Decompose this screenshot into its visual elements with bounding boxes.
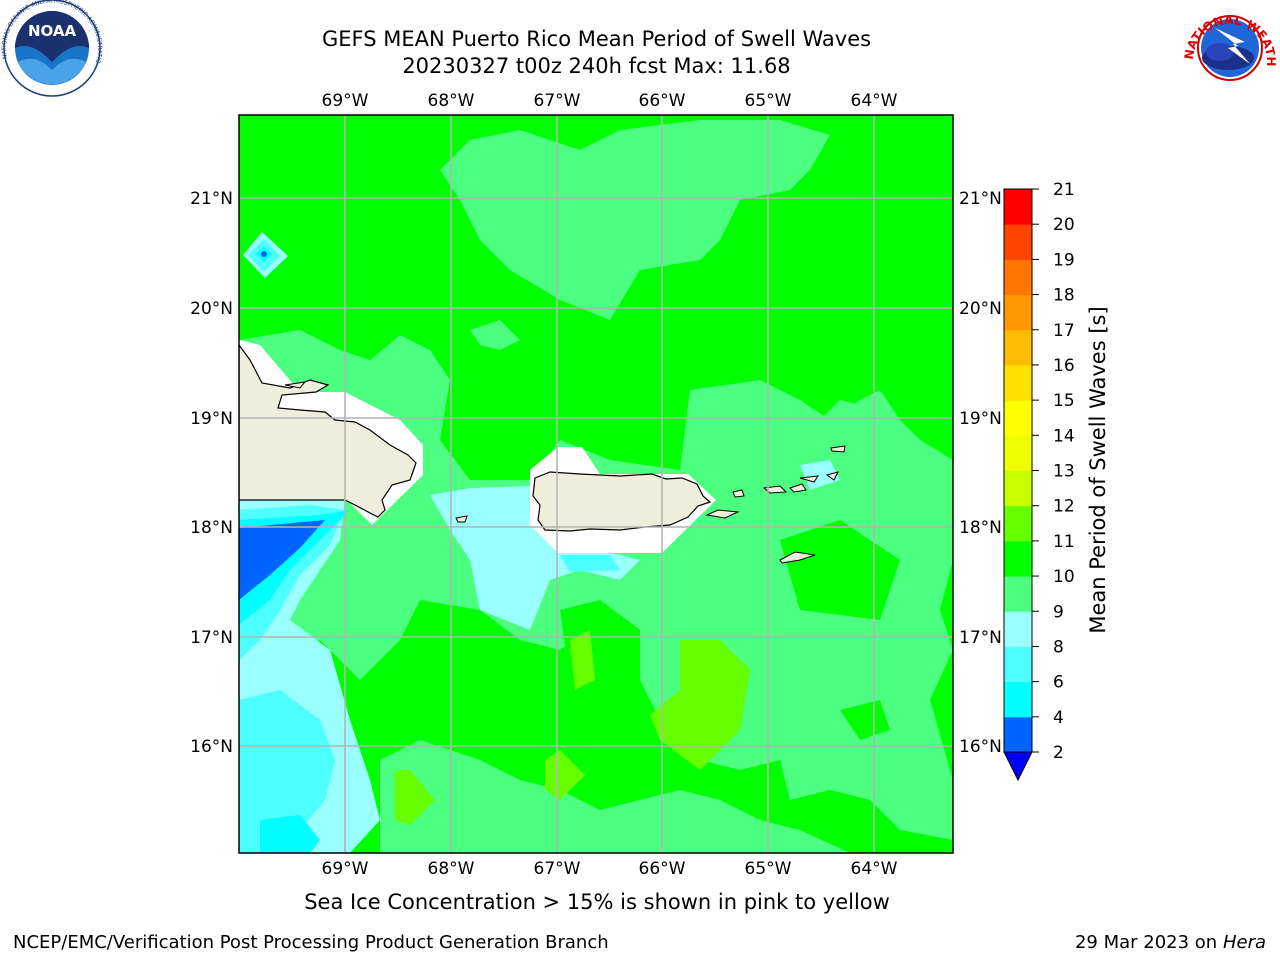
- colorbar-label: Mean Period of Swell Waves [s]: [1086, 306, 1110, 634]
- lon-label: 67°W: [534, 91, 581, 111]
- colorbar-swatch: [1004, 294, 1032, 331]
- colorbar-tick-label: 9: [1053, 602, 1064, 622]
- colorbar-tick-label: 6: [1053, 673, 1064, 693]
- lat-labels-right: 21°N 20°N 19°N 18°N 17°N 16°N: [959, 189, 1002, 757]
- colorbar-tick-label: 21: [1053, 180, 1075, 200]
- lon-labels-bottom: 69°W 68°W 67°W 66°W 65°W 64°W: [322, 859, 898, 879]
- colorbar-tick-label: 11: [1053, 532, 1075, 552]
- lon-label: 66°W: [639, 91, 686, 111]
- lon-label: 65°W: [745, 91, 792, 111]
- chart-title: GEFS MEAN Puerto Rico Mean Period of Swe…: [321, 27, 872, 51]
- colorbar-tick-label: 17: [1053, 321, 1075, 341]
- swell-period-field: [239, 115, 953, 853]
- lat-label: 18°N: [190, 518, 233, 538]
- lon-label: 66°W: [639, 859, 686, 879]
- colorbar-swatch: [1004, 611, 1032, 647]
- lon-label: 65°W: [745, 859, 792, 879]
- lon-label: 64°W: [851, 91, 898, 111]
- colorbar-swatch: [1004, 400, 1032, 436]
- colorbar-swatch: [1004, 189, 1032, 225]
- lat-label: 19°N: [959, 409, 1002, 429]
- noaa-logo-icon: NOAA NATIONAL OCEANIC AND ATMOSPHERIC AD…: [0, 0, 103, 97]
- chart-subtitle: 20230327 t00z 240h fcst Max: 11.68: [402, 54, 791, 78]
- colorbar-swatch: [1004, 540, 1032, 577]
- nws-logo-text: NATIONAL WEATHER SERVICE: [0, 0, 1278, 67]
- colorbar-under-extension: [1003, 751, 1033, 782]
- footer-date: 29 Mar 2023 on Hera: [1075, 932, 1266, 953]
- colorbar-swatch: [1004, 259, 1032, 296]
- lon-label: 69°W: [322, 859, 369, 879]
- colorbar-swatch: [1004, 681, 1032, 718]
- colorbar-swatch: [1004, 329, 1032, 366]
- lat-label: 17°N: [190, 628, 233, 648]
- colorbar-swatch: [1004, 470, 1032, 507]
- colorbar-swatch: [1004, 646, 1032, 683]
- colorbar-swatch: [1004, 505, 1032, 542]
- colorbar-swatch: [1004, 435, 1032, 471]
- footer-credit: NCEP/EMC/Verification Post Processing Pr…: [13, 932, 609, 953]
- lat-label: 19°N: [190, 409, 233, 429]
- colorbar-tick-label: 18: [1053, 286, 1075, 306]
- colorbar: 2 4 6 8 9 10 11 12 13 14 15 16 17 18 19 20 21: [1003, 180, 1075, 782]
- lat-label: 21°N: [190, 189, 233, 209]
- colorbar-swatch: [1004, 716, 1032, 753]
- sea-ice-note: Sea Ice Concentration > 15% is shown in …: [304, 890, 890, 914]
- colorbar-tick-label: 12: [1053, 497, 1075, 517]
- footer-date-text: 29 Mar 2023 on: [1074, 932, 1218, 953]
- footer-machine: Hera: [1222, 932, 1266, 953]
- lon-label: 64°W: [851, 859, 898, 879]
- colorbar-swatch: [1004, 364, 1032, 401]
- noaa-logo-text: NOAA: [28, 22, 77, 40]
- nws-logo-icon: NATIONAL WEATHER SERVICE: [0, 0, 1278, 94]
- gridlines: [239, 115, 953, 853]
- lat-label: 16°N: [959, 737, 1002, 757]
- colorbar-tick-label: 15: [1053, 391, 1075, 411]
- colorbar-swatch: [1004, 576, 1032, 612]
- lon-label: 67°W: [534, 859, 581, 879]
- lat-label: 20°N: [959, 299, 1002, 319]
- colorbar-swatch: [1004, 224, 1032, 260]
- colorbar-tick-label: 2: [1053, 743, 1064, 763]
- colorbar-tick-label: 20: [1053, 215, 1075, 235]
- colorbar-tick-label: 14: [1053, 426, 1075, 446]
- lat-label: 21°N: [959, 189, 1002, 209]
- colorbar-tick-label: 10: [1053, 567, 1075, 587]
- lon-label: 69°W: [322, 91, 369, 111]
- lat-labels-left: 21°N 20°N 19°N 18°N 17°N 16°N: [190, 189, 233, 757]
- colorbar-tick-label: 4: [1053, 708, 1064, 728]
- colorbar-tick-label: 16: [1053, 356, 1075, 376]
- lon-label: 68°W: [428, 91, 475, 111]
- colorbar-tick-label: 8: [1053, 637, 1064, 657]
- lat-label: 17°N: [959, 628, 1002, 648]
- lon-label: 68°W: [428, 859, 475, 879]
- colorbar-tick-label: 13: [1053, 462, 1075, 482]
- lat-label: 20°N: [190, 299, 233, 319]
- colorbar-tick-label: 19: [1053, 250, 1075, 270]
- map-frame: [238, 114, 954, 854]
- lat-label: 16°N: [190, 737, 233, 757]
- lon-labels-top: 69°W 68°W 67°W 66°W 65°W 64°W: [322, 91, 898, 111]
- lat-label: 18°N: [959, 518, 1002, 538]
